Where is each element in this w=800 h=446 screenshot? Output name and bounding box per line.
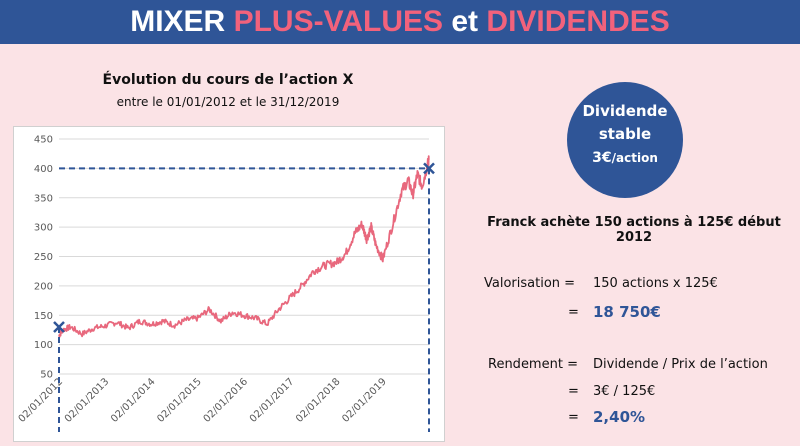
dividend-badge-line2: stable bbox=[598, 125, 652, 143]
chart-subtitle: entre le 01/01/2012 et le 31/12/2019 bbox=[116, 95, 340, 109]
y-tick-label: 300 bbox=[34, 223, 53, 234]
dividend-amount: 3€ bbox=[592, 150, 612, 166]
header-et: et bbox=[451, 5, 479, 38]
x-tick-label: 02/01/2019 bbox=[340, 376, 389, 425]
header-plus-values: PLUS-VALUES bbox=[233, 5, 444, 38]
valorisation-result: 18 750€ bbox=[593, 303, 661, 321]
y-tick-label: 50 bbox=[40, 370, 53, 381]
valorisation-label: Valorisation = bbox=[484, 276, 576, 291]
x-tick-label: 02/01/2013 bbox=[63, 376, 112, 425]
dividend-badge-line1: Dividende bbox=[582, 102, 668, 120]
x-tick-label: 02/01/2012 bbox=[17, 376, 66, 425]
rendement-label: Rendement = bbox=[488, 357, 578, 372]
x-tick-label: 02/01/2014 bbox=[109, 376, 158, 425]
x-tick-label: 02/01/2018 bbox=[294, 376, 343, 425]
rendement-equals-1: = bbox=[568, 384, 579, 399]
price-series-line bbox=[58, 155, 430, 338]
y-tick-label: 350 bbox=[34, 193, 53, 204]
x-tick-label: 02/01/2015 bbox=[155, 376, 204, 425]
start-marker bbox=[53, 321, 65, 333]
dividend-unit: /action bbox=[611, 151, 658, 165]
y-tick-label: 250 bbox=[34, 252, 53, 263]
header-dividendes: DIVIDENDES bbox=[486, 5, 670, 38]
y-tick-label: 200 bbox=[34, 281, 53, 292]
rendement-formula: Dividende / Prix de l’action bbox=[593, 357, 768, 372]
y-tick-label: 100 bbox=[34, 340, 53, 351]
valorisation-equals: = bbox=[568, 305, 579, 320]
y-tick-label: 400 bbox=[34, 164, 53, 175]
x-tick-label: 02/01/2017 bbox=[248, 376, 297, 425]
rendement-result: 2,40% bbox=[593, 408, 646, 426]
chart-panel: 50 100 150 200 250 300 350 400 450 02/01/2012 02/0… bbox=[13, 126, 445, 442]
header-banner: MIXER PLUS-VALUES et DIVIDENDES bbox=[0, 0, 800, 44]
y-tick-label: 450 bbox=[34, 135, 53, 146]
price-chart: 5010015020025030035040045002/01/201202/0… bbox=[17, 135, 435, 432]
rendement-calc: 3€ / 125€ bbox=[593, 384, 656, 399]
valorisation-formula: 150 actions x 125€ bbox=[593, 276, 718, 291]
header-mixer: MIXER bbox=[130, 5, 226, 38]
chart-title: Évolution du cours de l’action X bbox=[102, 72, 354, 88]
y-tick-label: 150 bbox=[34, 311, 53, 322]
end-marker bbox=[423, 162, 435, 175]
dividend-badge: Dividende stable 3€/action bbox=[567, 82, 683, 198]
x-tick-label: 02/01/2016 bbox=[202, 376, 251, 425]
purchase-statement: Franck achète 150 actions à 125€ début 2… bbox=[487, 215, 781, 245]
dividend-badge-line3: 3€/action bbox=[567, 150, 683, 166]
rendement-equals-2: = bbox=[568, 410, 579, 425]
